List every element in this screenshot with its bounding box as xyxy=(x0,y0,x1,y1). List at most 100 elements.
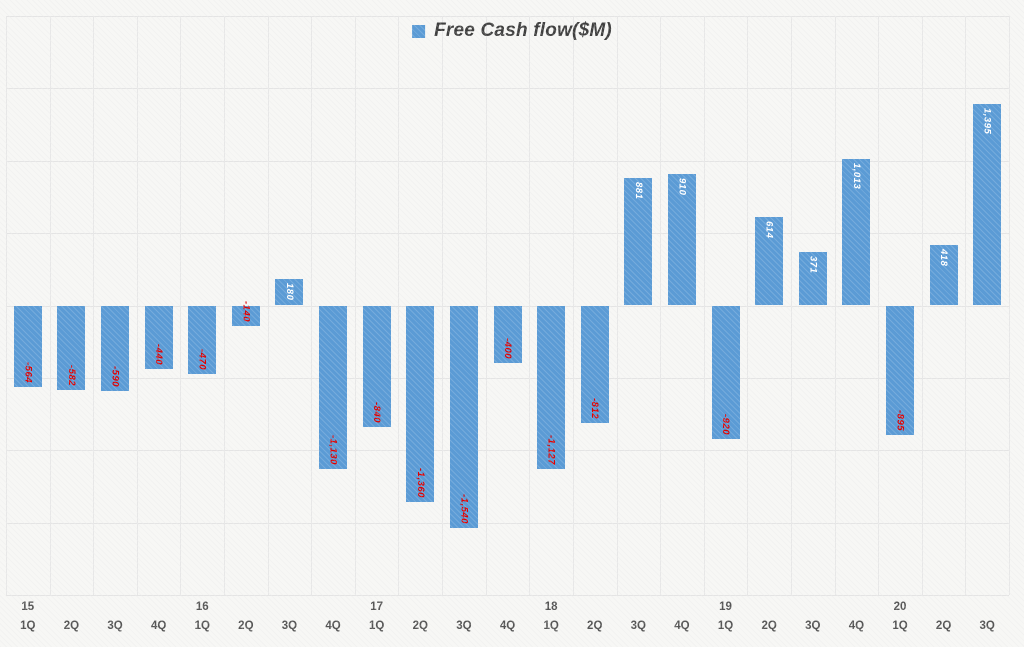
x-axis-year-label xyxy=(922,599,966,618)
bar-value-label: -1,130 xyxy=(327,435,339,466)
legend-swatch-icon xyxy=(412,24,426,38)
x-axis-quarter-label: 2Q xyxy=(587,620,603,632)
gridline-horizontal xyxy=(6,88,1009,90)
x-axis-quarter-label: 1Q xyxy=(20,620,36,632)
gridline-vertical xyxy=(311,16,313,595)
gridline-horizontal xyxy=(6,233,1009,235)
x-axis-quarter-label: 3Q xyxy=(630,620,646,632)
x-axis-quarter-label: 3Q xyxy=(107,620,123,632)
gridline-vertical xyxy=(267,16,269,595)
legend-label: Free Cash flow($M) xyxy=(434,20,612,41)
x-axis-category: 4Q xyxy=(486,599,530,637)
x-axis-quarter-label: 4Q xyxy=(325,620,341,632)
x-axis: 15 1Q 2Q 3Q 4Q 16 1Q 2Q 3Q 4Q 17 1Q 2Q 3Q 4Q 18 1Q 2Q 3Q 4Q… xyxy=(6,599,1009,637)
bar-value-label: 881 xyxy=(632,181,644,200)
bar: -1,130 xyxy=(319,305,348,470)
x-axis-quarter-label: 2Q xyxy=(412,620,428,632)
x-axis-year-label xyxy=(50,599,94,618)
x-axis-year-label xyxy=(791,599,835,618)
x-axis-category: 4Q xyxy=(660,599,704,637)
x-axis-category: 3Q xyxy=(791,599,835,637)
gridline-vertical xyxy=(616,16,618,595)
bar-value-label: -140 xyxy=(240,300,252,322)
gridline-horizontal xyxy=(6,450,1009,452)
gridline-vertical xyxy=(398,16,400,595)
x-axis-year-label xyxy=(660,599,704,618)
gridline-vertical xyxy=(790,16,792,595)
bar: -1,360 xyxy=(406,305,435,503)
x-axis-year-label: 15 xyxy=(21,601,35,613)
bar: 910 xyxy=(667,173,696,306)
x-axis-quarter-label: 3Q xyxy=(979,620,995,632)
x-axis-quarter-label: 4Q xyxy=(499,620,516,632)
x-axis-year-label: 17 xyxy=(370,601,384,613)
x-axis-category: 3Q xyxy=(965,599,1009,637)
x-axis-quarter-label: 1Q xyxy=(717,620,734,632)
bar-value-label: 371 xyxy=(807,255,819,274)
x-axis-year-label xyxy=(486,599,530,618)
gridline-vertical xyxy=(224,16,226,595)
x-axis-year-label: 19 xyxy=(719,601,732,613)
gridline-vertical xyxy=(442,16,444,595)
bar: -590 xyxy=(101,305,130,391)
bar-value-label: 418 xyxy=(938,248,950,267)
bar: -470 xyxy=(188,305,217,374)
bar-value-label: 910 xyxy=(676,177,688,196)
x-axis-quarter-label: 1Q xyxy=(543,620,559,632)
x-axis-quarter-label: 4Q xyxy=(674,620,690,632)
bar: 418 xyxy=(929,244,958,306)
gridline-vertical xyxy=(921,16,923,595)
x-axis-year-label xyxy=(835,599,879,618)
gridline-vertical xyxy=(485,16,487,595)
bar-value-label: 614 xyxy=(763,220,775,238)
x-axis-category: 3Q xyxy=(442,599,486,637)
x-axis-category: 3Q xyxy=(268,599,312,637)
x-axis-category: 16 1Q xyxy=(180,599,224,637)
gridline-vertical xyxy=(965,16,967,595)
bar-value-label: -920 xyxy=(720,413,732,435)
bar-value-label: -564 xyxy=(22,362,34,384)
gridline-horizontal xyxy=(6,522,1009,524)
gridline-vertical xyxy=(93,16,95,595)
bar-value-label: 1,395 xyxy=(981,107,993,134)
x-axis-year-label: 20 xyxy=(893,601,907,613)
x-axis-year-label xyxy=(224,599,268,618)
bar-value-label: -470 xyxy=(196,348,208,370)
gridline-vertical xyxy=(703,16,705,595)
x-axis-quarter-label: 4Q xyxy=(848,620,865,632)
x-axis-year-label xyxy=(268,599,312,618)
x-axis-category: 2Q xyxy=(573,599,617,637)
gridline-horizontal xyxy=(6,160,1009,162)
x-axis-category: 4Q xyxy=(835,599,879,637)
x-axis-category: 2Q xyxy=(747,599,791,637)
bar: -400 xyxy=(493,305,522,364)
x-axis-category: 17 1Q xyxy=(355,599,399,637)
x-axis-category: 3Q xyxy=(617,599,661,637)
bar-value-label: -1,360 xyxy=(414,468,426,499)
x-axis-year-label xyxy=(573,599,617,618)
x-axis-quarter-label: 4Q xyxy=(150,620,167,632)
gridline-horizontal xyxy=(6,16,1009,17)
bar-value-label: -590 xyxy=(109,365,121,387)
bar: 1,013 xyxy=(842,158,871,306)
x-axis-year-label: 16 xyxy=(195,601,209,613)
x-axis-quarter-label: 2Q xyxy=(63,620,80,632)
bar: 614 xyxy=(755,216,784,306)
x-axis-year-label xyxy=(398,599,442,618)
x-axis-quarter-label: 3Q xyxy=(456,620,472,632)
x-axis-category: 15 1Q xyxy=(6,599,50,637)
bar: 180 xyxy=(275,279,304,306)
bar-value-label: -1,540 xyxy=(458,494,470,525)
x-axis-category: 4Q xyxy=(137,599,181,637)
gridline-vertical xyxy=(136,16,138,595)
x-axis-category: 19 1Q xyxy=(704,599,748,637)
bar: -920 xyxy=(711,305,740,439)
gridline-vertical xyxy=(878,16,880,595)
bar-value-label: -1,127 xyxy=(545,434,557,465)
x-axis-category: 2Q xyxy=(50,599,94,637)
x-axis-year-label xyxy=(442,599,486,618)
x-axis-quarter-label: 1Q xyxy=(194,620,210,632)
bar: 1,395 xyxy=(973,103,1002,306)
bar: -582 xyxy=(57,305,86,390)
